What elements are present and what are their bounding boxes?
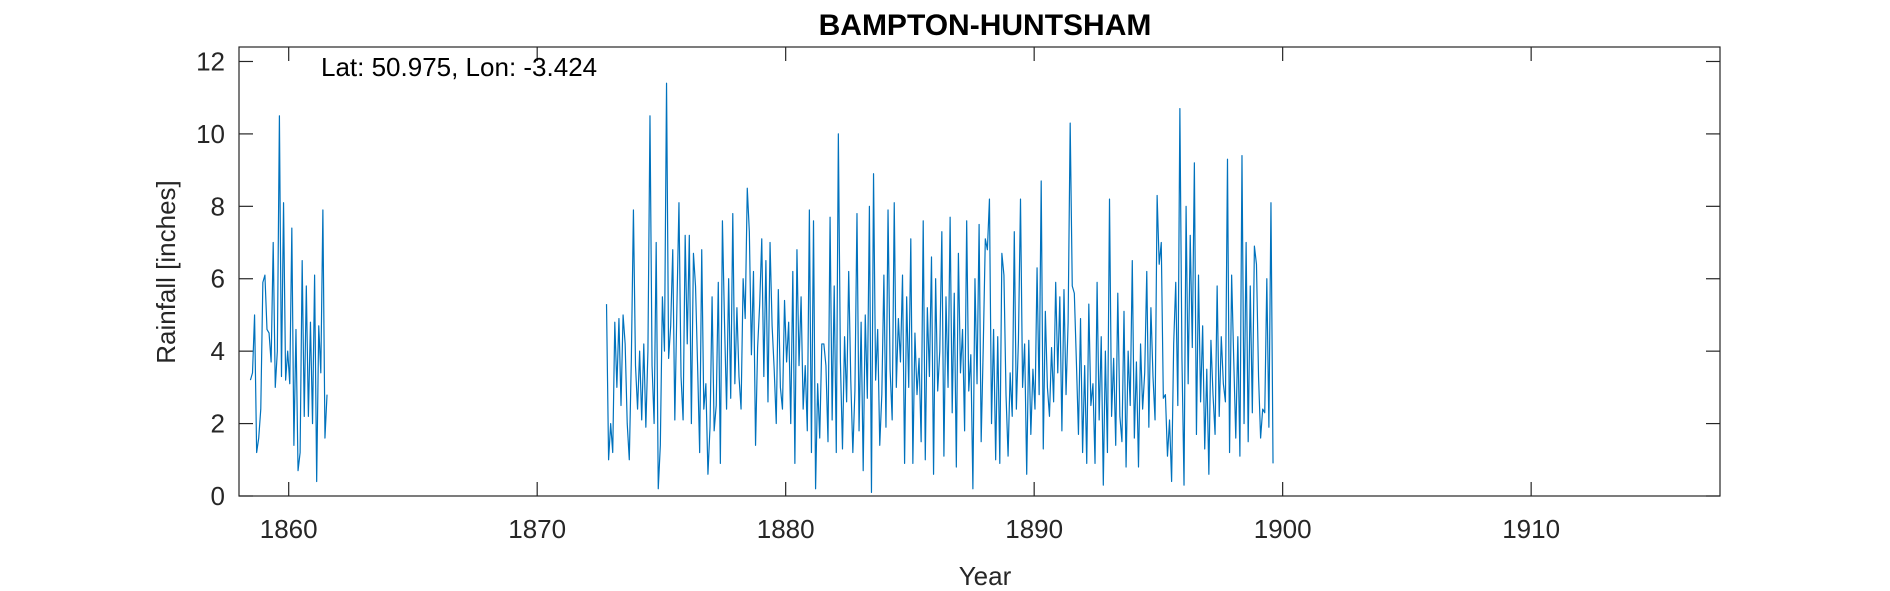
x-tick-label-1910: 1910 [1502, 514, 1560, 544]
y-tick-label-6: 6 [211, 264, 225, 294]
y-tick-label-8: 8 [211, 191, 225, 221]
x-tick-label-1860: 1860 [260, 514, 318, 544]
y-tick-label-4: 4 [211, 336, 225, 366]
x-tick-label-1890: 1890 [1005, 514, 1063, 544]
series-layer [249, 82, 1274, 493]
x-axis-label: Year [959, 561, 1012, 591]
x-tick-label-1880: 1880 [757, 514, 815, 544]
rainfall-series-line-segment-2 [605, 82, 1274, 493]
x-tick-label-1870: 1870 [508, 514, 566, 544]
y-tick-label-0: 0 [211, 481, 225, 511]
chart-title: BAMPTON-HUNTSHAM [819, 9, 1152, 42]
y-axis-label: Rainfall [inches] [151, 180, 181, 364]
y-tick-label-2: 2 [211, 409, 225, 439]
y-tick-label-10: 10 [196, 119, 225, 149]
y-axis-ticks: 0 2 4 6 8 10 12 [196, 46, 1720, 511]
x-axis-ticks: 1860 1870 1880 1890 1900 1910 [260, 47, 1560, 544]
station-location-annotation: Lat: 50.975, Lon: -3.424 [321, 52, 597, 82]
x-tick-label-1900: 1900 [1254, 514, 1312, 544]
y-tick-label-12: 12 [196, 46, 225, 76]
axes-box [238, 46, 1721, 497]
rainfall-series-line-segment-1 [249, 115, 328, 483]
plot-area [238, 46, 1721, 497]
